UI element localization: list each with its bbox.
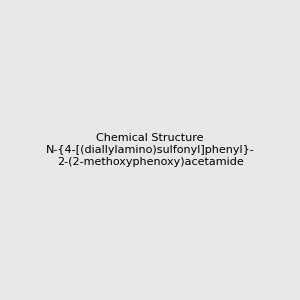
Text: Chemical Structure
N-{4-[(diallylamino)sulfonyl]phenyl}-
2-(2-methoxyphenoxy)ace: Chemical Structure N-{4-[(diallylamino)s… [46,134,254,166]
